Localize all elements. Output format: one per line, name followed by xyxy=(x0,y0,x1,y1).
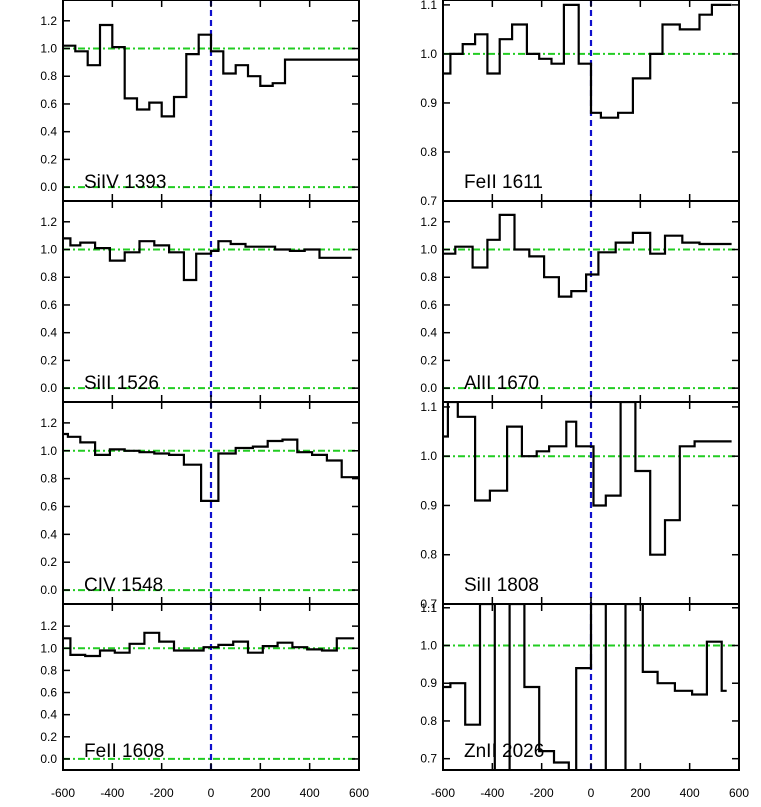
y-tick-label: 0.9 xyxy=(420,676,437,690)
y-tick-label: 0.6 xyxy=(40,499,57,513)
y-tick-label: 1.2 xyxy=(40,416,57,430)
y-tick-label: 0.2 xyxy=(420,353,437,367)
y-tick-label: 0.9 xyxy=(420,498,437,512)
y-tick-label: 1.0 xyxy=(40,42,57,56)
y-tick-label: 0.8 xyxy=(40,472,57,486)
x-tick-label: -400 xyxy=(480,786,504,800)
y-tick-label: 0.0 xyxy=(40,583,57,597)
panel-label: SiII 1808 xyxy=(464,575,539,596)
y-tick-label: 1.0 xyxy=(40,641,57,655)
x-tick-label: -200 xyxy=(530,786,554,800)
y-tick-label: 0.9 xyxy=(420,96,437,110)
y-tick-label: 0.8 xyxy=(420,548,437,562)
panel-label: SiII 1526 xyxy=(84,373,159,394)
panel-label: CIV 1548 xyxy=(84,575,163,596)
y-tick-label: 0.4 xyxy=(420,326,437,340)
x-tick-label: 600 xyxy=(729,786,749,800)
spectrum-histogram xyxy=(63,237,352,282)
y-tick-label: 1.2 xyxy=(40,619,57,633)
y-tick-label: 0.2 xyxy=(40,730,57,744)
y-tick-label: 0.6 xyxy=(40,97,57,111)
spectrum-histogram xyxy=(443,213,732,298)
y-tick-label: 1.0 xyxy=(420,47,437,61)
panel-label: FeII 1611 xyxy=(464,172,543,193)
panel-label: SiIV 1393 xyxy=(84,172,166,193)
y-tick-label: 1.1 xyxy=(420,601,437,615)
panel-label: ZnII 2026 xyxy=(464,741,544,762)
y-tick-label: 1.0 xyxy=(420,449,437,463)
y-tick-label: 0.7 xyxy=(420,194,437,208)
y-tick-label: 0.8 xyxy=(420,145,437,159)
spectrum-histogram xyxy=(63,631,355,658)
y-tick-label: 0.8 xyxy=(40,69,57,83)
x-tick-label: -200 xyxy=(150,786,174,800)
panel-label: FeII 1608 xyxy=(84,741,164,762)
y-tick-label: 0.6 xyxy=(40,298,57,312)
y-tick-label: 1.0 xyxy=(40,243,57,257)
spectrum-histogram xyxy=(443,604,727,770)
y-tick-label: 0.0 xyxy=(40,381,57,395)
y-tick-label: 1.2 xyxy=(40,215,57,229)
y-tick-label: 0.6 xyxy=(40,686,57,700)
x-tick-label: -600 xyxy=(51,786,75,800)
spectrum-histogram xyxy=(443,402,732,556)
y-tick-label: 1.1 xyxy=(420,400,437,414)
x-tick-label: 0 xyxy=(208,786,215,800)
spectrum-histogram xyxy=(63,23,359,118)
y-tick-label: 0.7 xyxy=(420,752,437,766)
y-tick-label: 1.0 xyxy=(40,444,57,458)
y-tick-label: 0.0 xyxy=(40,752,57,766)
y-tick-label: 0.0 xyxy=(40,180,57,194)
panel-label: AlII 1670 xyxy=(464,373,539,394)
x-tick-label: -600 xyxy=(431,786,455,800)
y-tick-label: 0.4 xyxy=(40,527,57,541)
y-tick-label: 1.1 xyxy=(420,0,437,12)
y-tick-label: 0.6 xyxy=(420,298,437,312)
y-tick-label: 0.8 xyxy=(420,714,437,728)
y-tick-label: 0.8 xyxy=(420,270,437,284)
y-tick-label: 0.0 xyxy=(420,381,437,395)
spectrum-histogram xyxy=(443,3,732,119)
x-tick-label: -400 xyxy=(100,786,124,800)
y-tick-label: 0.2 xyxy=(40,353,57,367)
y-tick-label: 0.7 xyxy=(420,597,437,611)
x-tick-label: 400 xyxy=(300,786,320,800)
x-tick-label: 600 xyxy=(349,786,369,800)
x-tick-label: 200 xyxy=(630,786,650,800)
y-tick-label: 0.2 xyxy=(40,555,57,569)
y-tick-label: 0.8 xyxy=(40,270,57,284)
y-tick-label: 1.0 xyxy=(420,639,437,653)
y-tick-label: 0.4 xyxy=(40,708,57,722)
y-tick-label: 1.2 xyxy=(420,215,437,229)
y-tick-label: 1.2 xyxy=(40,14,57,28)
y-tick-label: 0.4 xyxy=(40,125,57,139)
y-tick-label: 0.2 xyxy=(40,152,57,166)
spectrum-histogram xyxy=(63,432,359,502)
x-tick-label: 0 xyxy=(588,786,595,800)
y-tick-label: 0.4 xyxy=(40,326,57,340)
y-tick-label: 1.0 xyxy=(420,243,437,257)
x-tick-label: 400 xyxy=(680,786,700,800)
y-tick-label: 0.8 xyxy=(40,663,57,677)
x-tick-label: 200 xyxy=(250,786,270,800)
